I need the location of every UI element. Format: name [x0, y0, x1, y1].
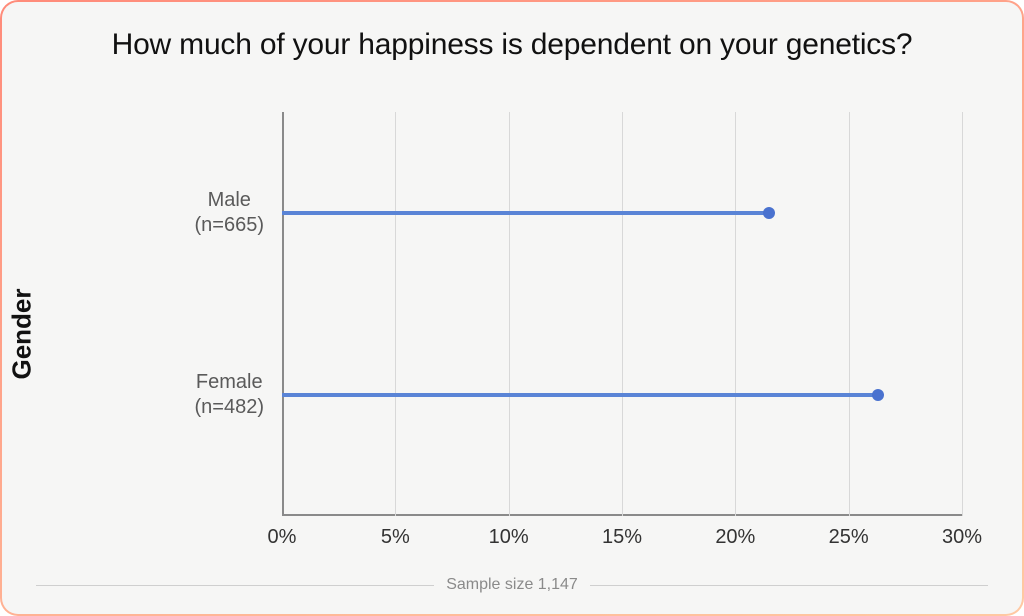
x-tick-label: 25% [829, 526, 869, 549]
grid-line [735, 112, 736, 516]
footer-rule-right [590, 585, 988, 586]
sample-size-text: Sample size 1,147 [446, 576, 578, 594]
x-tick-label: 5% [381, 526, 410, 549]
lollipop-dot [872, 389, 884, 401]
chart-card-inner: How much of your happiness is dependent … [2, 2, 1022, 614]
category-label: Male(n=665) [195, 188, 265, 238]
grid-line [962, 112, 963, 516]
x-tick-label: 20% [715, 526, 755, 549]
category-label: Female(n=482) [195, 370, 265, 420]
grid-line [395, 112, 396, 516]
lollipop-dot [763, 207, 775, 219]
chart-card: How much of your happiness is dependent … [0, 0, 1024, 616]
x-tick-label: 10% [489, 526, 529, 549]
y-axis-title: Gender [7, 288, 38, 379]
grid-line [622, 112, 623, 516]
x-tick-label: 15% [602, 526, 642, 549]
footer-rule-left [36, 585, 434, 586]
footer-rule-wrap: Sample size 1,147 [36, 576, 988, 594]
chart-footer: Sample size 1,147 [36, 576, 988, 594]
lollipop-bar [282, 211, 769, 215]
x-tick-label: 0% [268, 526, 297, 549]
grid-line [849, 112, 850, 516]
grid-line [509, 112, 510, 516]
chart-title: How much of your happiness is dependent … [2, 2, 1022, 72]
lollipop-bar [282, 393, 878, 397]
plot-area: 0%5%10%15%20%25%30%Male(n=665)Female(n=4… [282, 112, 962, 516]
chart-area: Gender 0%5%10%15%20%25%30%Male(n=665)Fem… [2, 112, 1022, 556]
y-axis-line [282, 112, 284, 516]
x-tick-label: 30% [942, 526, 982, 549]
